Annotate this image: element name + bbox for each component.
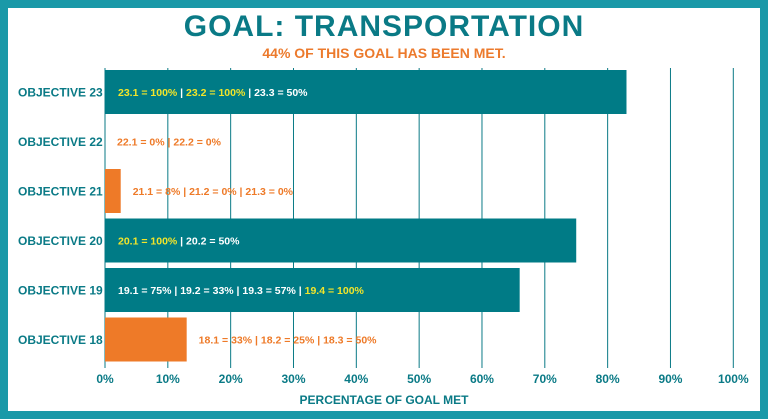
sub-objective-value: 23.2 = 100% xyxy=(186,87,246,99)
bar-annotation: 22.1 = 0% | 22.2 = 0% xyxy=(117,137,222,149)
category-label: OBJECTIVE 22 xyxy=(18,135,103,149)
sub-objective-value: 21.2 = 0% xyxy=(189,186,237,198)
x-tick-label: 50% xyxy=(407,372,431,386)
sub-objective-value: 19.3 = 57% xyxy=(242,285,296,297)
bar-objective-18 xyxy=(105,317,187,362)
x-tick-label: 70% xyxy=(533,372,557,386)
x-tick-label: 40% xyxy=(344,372,368,386)
sub-objective-value: 22.2 = 0% xyxy=(173,137,221,149)
category-label: OBJECTIVE 18 xyxy=(18,333,103,347)
separator: | xyxy=(237,186,246,198)
x-tick-label: 90% xyxy=(658,372,682,386)
bar-objective-23 xyxy=(105,70,627,114)
category-label: OBJECTIVE 20 xyxy=(18,234,103,248)
sub-objective-value: 18.1 = 33% xyxy=(199,335,253,347)
x-tick-labels: 0% 10% 20% 30% 40% 50% 60% 70% 80% 90% 100% xyxy=(96,372,749,386)
sub-objective-value: 21.1 = 8% xyxy=(133,186,181,198)
bar-objective-19 xyxy=(105,268,520,312)
sub-objective-value: 20.2 = 50% xyxy=(186,236,240,248)
separator: | xyxy=(252,335,261,347)
sub-objective-value: 18.3 = 50% xyxy=(323,335,377,347)
category-label: OBJECTIVE 19 xyxy=(18,284,103,298)
separator: | xyxy=(177,87,186,99)
x-tick-label: 100% xyxy=(718,372,749,386)
separator: | xyxy=(314,335,323,347)
bar-annotation: 23.1 = 100% | 23.2 = 100% | 23.3 = 50% xyxy=(118,87,308,99)
separator: | xyxy=(296,285,305,297)
x-tick-label: 0% xyxy=(96,372,114,386)
sub-objective-value: 23.3 = 50% xyxy=(254,87,308,99)
x-tick-label: 30% xyxy=(281,372,305,386)
bar-objective-21 xyxy=(105,169,121,213)
bar-annotation: 19.1 = 75% | 19.2 = 33% | 19.3 = 57% | 1… xyxy=(118,285,365,297)
x-tick-label: 80% xyxy=(596,372,620,386)
bar-annotation: 20.1 = 100% | 20.2 = 50% xyxy=(118,236,240,248)
bar-annotation: 18.1 = 33% | 18.2 = 25% | 18.3 = 50% xyxy=(199,335,377,347)
chart-title: GOAL: TRANSPORTATION xyxy=(183,10,585,43)
sub-objective-value: 22.1 = 0% xyxy=(117,137,165,149)
sub-objective-value: 23.1 = 100% xyxy=(118,87,178,99)
chart-subtitle: 44% OF THIS GOAL HAS BEEN MET. xyxy=(262,45,506,61)
sub-objective-value: 20.1 = 100% xyxy=(118,236,178,248)
sub-objective-value: 19.2 = 33% xyxy=(180,285,234,297)
x-tick-label: 60% xyxy=(470,372,494,386)
category-label: OBJECTIVE 23 xyxy=(18,86,103,100)
bar-objective-20 xyxy=(105,218,577,263)
sub-objective-value: 19.4 = 100% xyxy=(305,285,365,297)
category-labels: OBJECTIVE 23 OBJECTIVE 22 OBJECTIVE 21 OBJE… xyxy=(18,86,103,348)
bar-annotations: 23.1 = 100% | 23.2 = 100% | 23.3 = 50% 22… xyxy=(117,87,377,347)
sub-objective-value: 19.1 = 75% xyxy=(118,285,172,297)
sub-objective-value: 18.2 = 25% xyxy=(261,335,315,347)
gridlines xyxy=(104,68,734,368)
separator: | xyxy=(245,87,254,99)
separator: | xyxy=(165,137,174,149)
bars xyxy=(105,70,627,362)
separator: | xyxy=(171,285,180,297)
x-axis-label: PERCENTAGE OF GOAL MET xyxy=(300,393,470,407)
x-tick-label: 20% xyxy=(219,372,243,386)
separator: | xyxy=(177,236,186,248)
sub-objective-value: 21.3 = 0% xyxy=(245,186,293,198)
separator: | xyxy=(234,285,243,297)
category-label: OBJECTIVE 21 xyxy=(18,185,103,199)
x-tick-label: 10% xyxy=(156,372,180,386)
bar-annotation: 21.1 = 8% | 21.2 = 0% | 21.3 = 0% xyxy=(133,186,294,198)
separator: | xyxy=(180,186,189,198)
